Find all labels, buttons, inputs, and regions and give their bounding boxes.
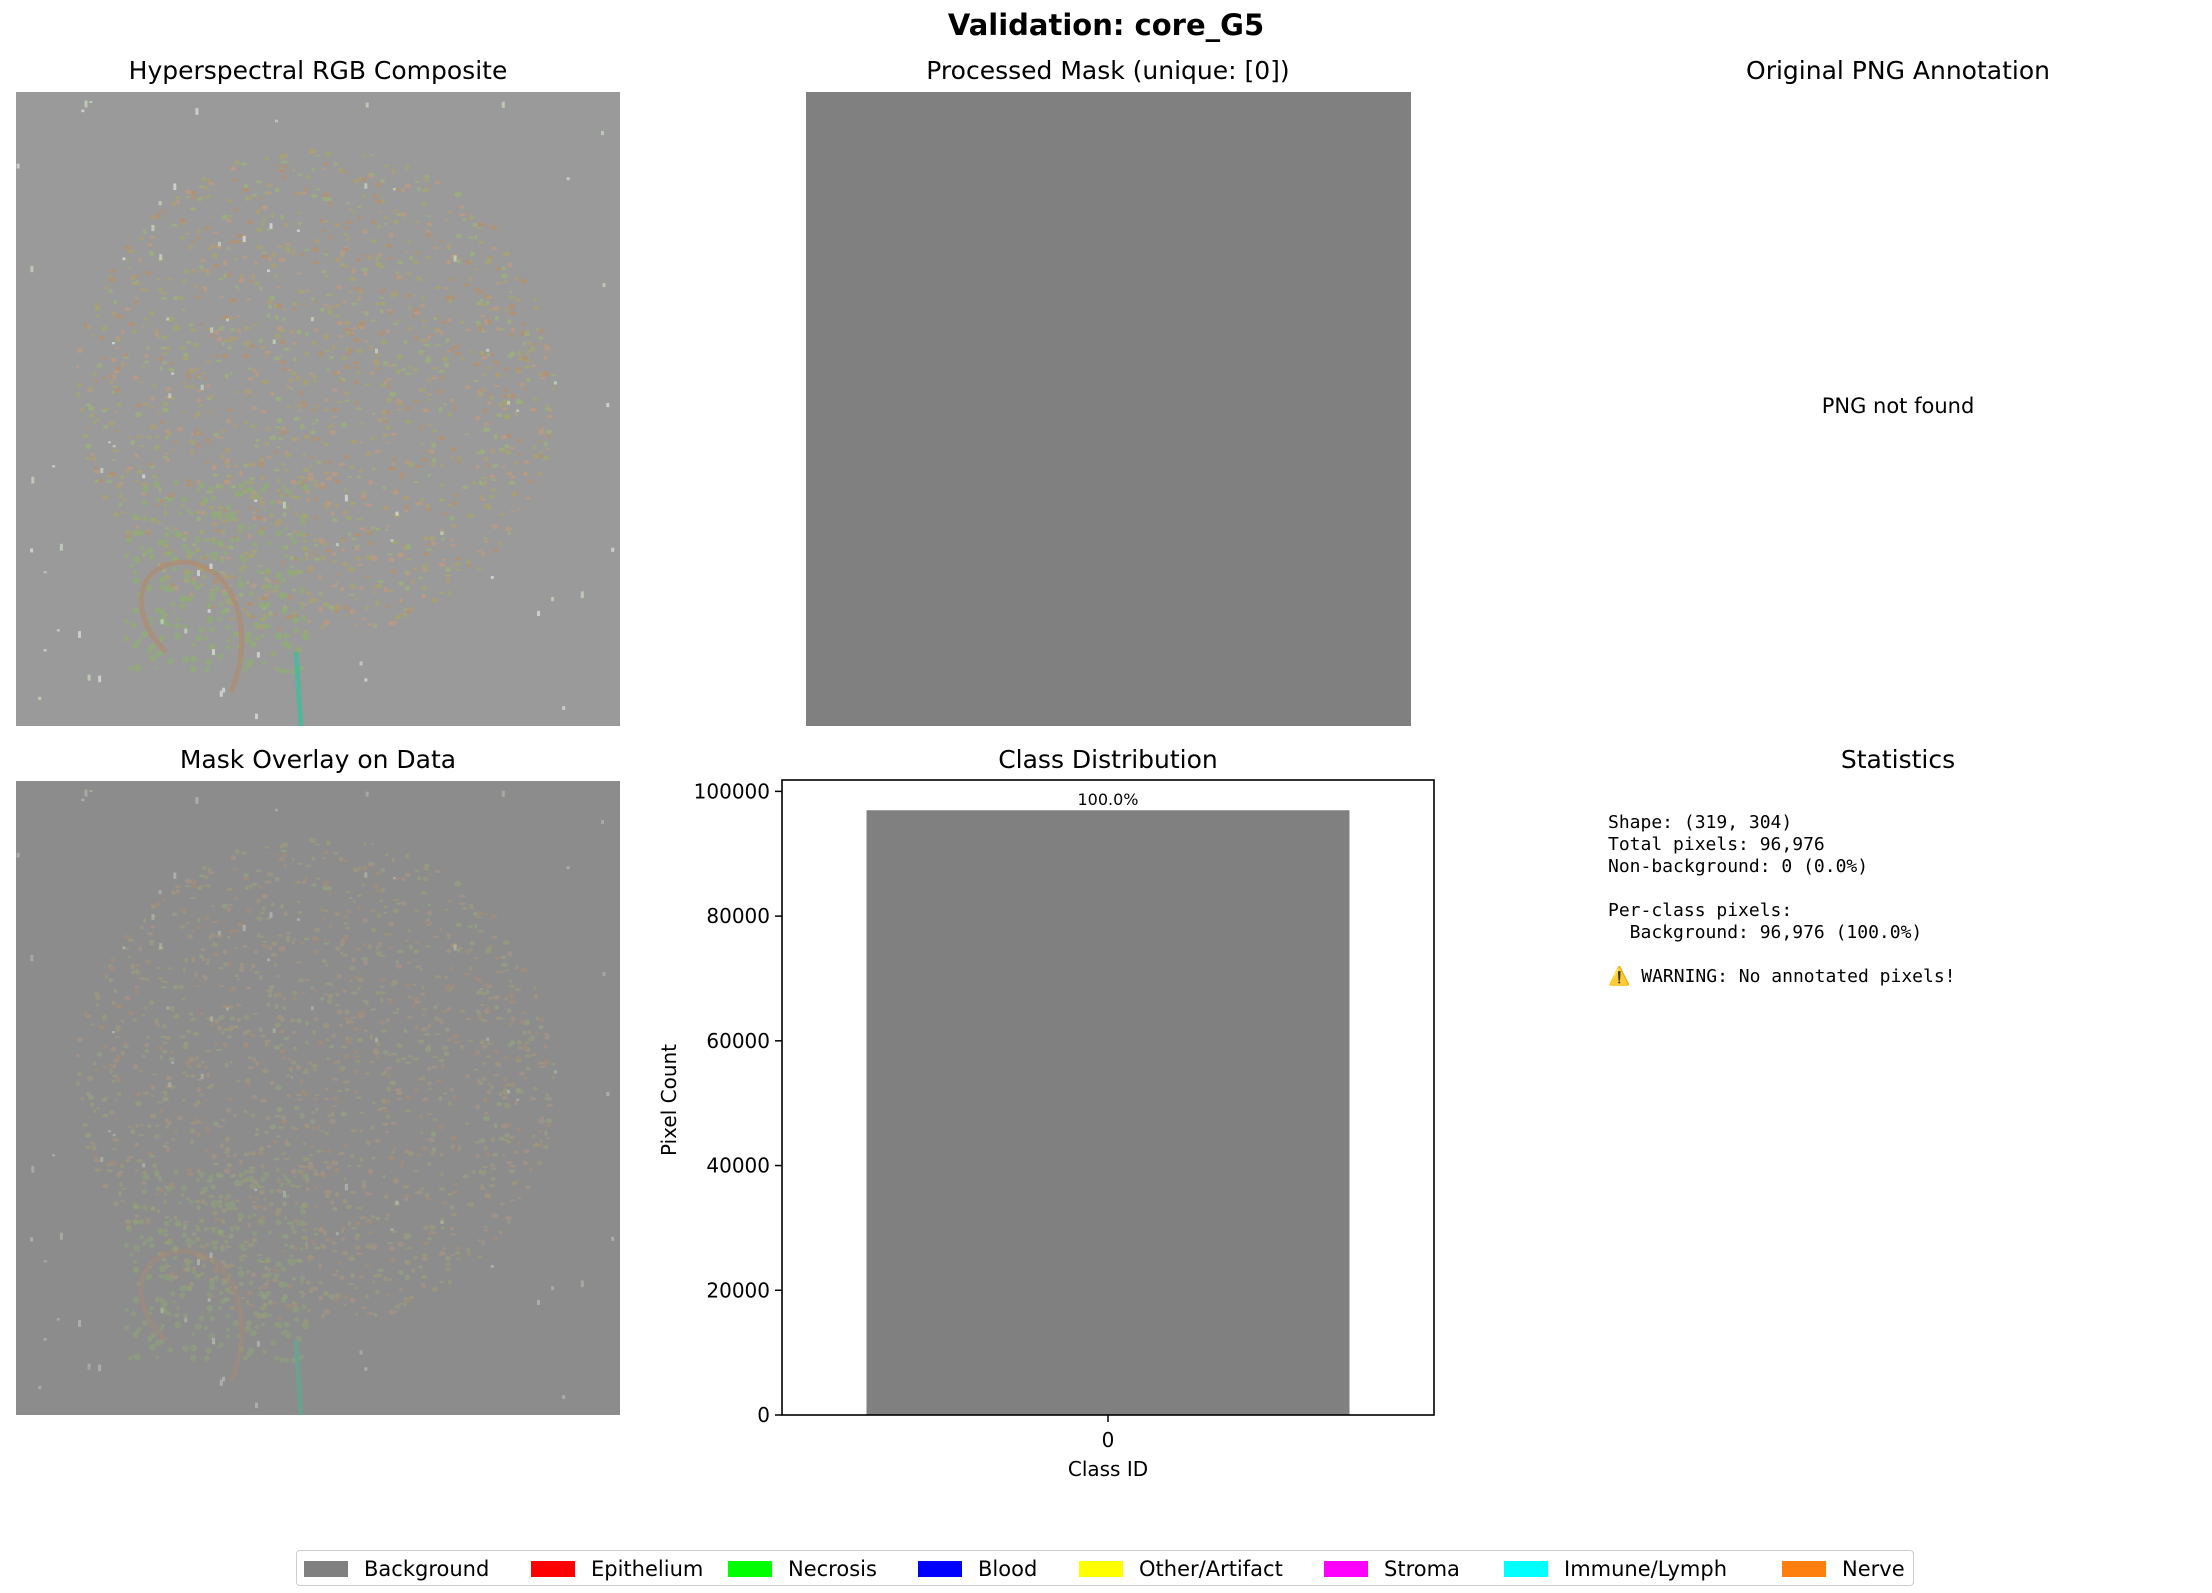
y-tick-label: 40000 — [706, 1154, 770, 1178]
legend-swatch — [1504, 1561, 1548, 1577]
statistics-text: Shape: (319, 304) Total pixels: 96,976 Non… — [1608, 812, 1956, 988]
statistics-line — [1608, 944, 1956, 966]
legend-swatch — [918, 1561, 962, 1577]
legend-swatch — [1324, 1561, 1368, 1577]
distribution-chart-title: Class Distribution — [998, 745, 1218, 774]
legend-item: Background — [304, 1551, 489, 1587]
legend-item: Epithelium — [531, 1551, 703, 1587]
legend-label: Necrosis — [788, 1557, 877, 1581]
y-tick-label: 0 — [757, 1403, 770, 1427]
class-legend: Background Epithelium Necrosis Blood Other/A… — [296, 1550, 1914, 1586]
legend-item: Stroma — [1324, 1551, 1460, 1587]
legend-item: Immune/Lymph — [1504, 1551, 1727, 1587]
bar-data-label: 100.0% — [1077, 790, 1138, 809]
statistics-line — [1608, 878, 1956, 900]
legend-label: Epithelium — [591, 1557, 704, 1581]
statistics-line: Total pixels: 96,976 — [1608, 834, 1825, 855]
statistics-title: Statistics — [1840, 745, 1956, 774]
y-tick-label: 80000 — [706, 904, 770, 928]
rgb-composite-image — [16, 92, 620, 726]
statistics-line: Background: 96,976 (100.0%) — [1608, 922, 1923, 943]
legend-label: Other/Artifact — [1139, 1557, 1283, 1581]
legend-label: Nerve — [1842, 1557, 1905, 1581]
legend-swatch — [304, 1561, 348, 1577]
y-tick-label: 20000 — [706, 1278, 770, 1302]
legend-swatch — [531, 1561, 575, 1577]
png-missing-text: PNG not found — [1821, 394, 1975, 418]
statistics-line: Shape: (319, 304) — [1608, 812, 1793, 833]
statistics-line: ⚠️ WARNING: No annotated pixels! — [1608, 966, 1956, 987]
legend-swatch — [1079, 1561, 1123, 1577]
overlay-panel-title: Mask Overlay on Data — [179, 745, 457, 774]
processed-mask-image — [806, 92, 1411, 726]
statistics-line: Non-background: 0 (0.0%) — [1608, 856, 1869, 877]
legend-item: Blood — [918, 1551, 1037, 1587]
x-axis-label: Class ID — [1068, 1457, 1148, 1481]
y-tick-label: 60000 — [706, 1029, 770, 1053]
legend-swatch — [1782, 1561, 1826, 1577]
mask-overlay-image — [16, 781, 620, 1415]
legend-item: Necrosis — [728, 1551, 877, 1587]
legend-label: Stroma — [1384, 1557, 1460, 1581]
legend-swatch — [728, 1561, 772, 1577]
legend-item: Nerve — [1782, 1551, 1905, 1587]
legend-item: Other/Artifact — [1079, 1551, 1283, 1587]
bar-class-0 — [866, 810, 1350, 1415]
y-tick-label: 100000 — [694, 779, 770, 803]
bars — [866, 810, 1350, 1415]
x-tick-label: 0 — [1102, 1428, 1115, 1452]
mask-panel-title: Processed Mask (unique: [0]) — [926, 56, 1290, 85]
statistics-line: Per-class pixels: — [1608, 900, 1793, 921]
y-axis-label: Pixel Count — [657, 1044, 681, 1156]
figure-title: Validation: core_G5 — [947, 8, 1265, 42]
legend-label: Background — [364, 1557, 490, 1581]
rgb-panel-title: Hyperspectral RGB Composite — [128, 56, 508, 85]
png-panel-title: Original PNG Annotation — [1746, 56, 2050, 85]
legend-label: Immune/Lymph — [1564, 1557, 1728, 1581]
legend-label: Blood — [978, 1557, 1038, 1581]
